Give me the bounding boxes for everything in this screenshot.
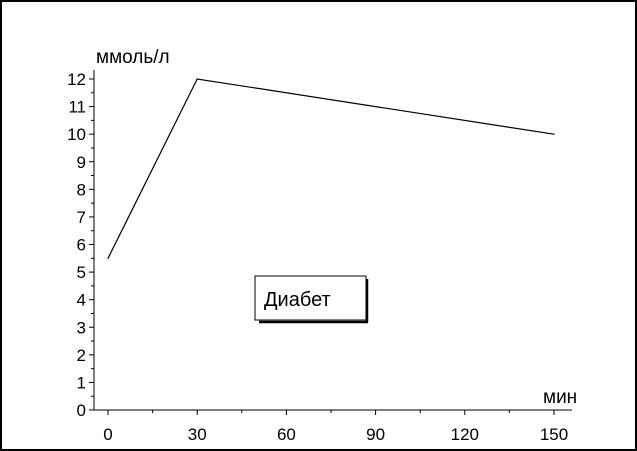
x-tick-label: 60 [277, 425, 296, 444]
y-tick-label: 5 [77, 263, 86, 282]
annotation-box: Диабет [254, 275, 369, 324]
x-tick-label: 150 [540, 425, 568, 444]
series [107, 78, 555, 259]
y-tick-label: 10 [67, 125, 86, 144]
x-axis-label: мин [543, 387, 577, 408]
y-tick-label: 9 [77, 153, 86, 172]
axes [93, 70, 572, 411]
data-point [196, 78, 198, 80]
y-tick-label: 0 [77, 401, 86, 420]
y-tick-label: 1 [77, 373, 86, 392]
x-tick-label: 0 [103, 425, 112, 444]
y-axis-label: ммоль/л [96, 47, 170, 68]
y-tick-label: 12 [67, 70, 86, 89]
y-tick-label: 3 [77, 318, 86, 337]
data-point [553, 133, 555, 135]
x-tick-label: 120 [451, 425, 479, 444]
y-tick-label: 8 [77, 180, 86, 199]
y-tick-label: 11 [68, 98, 86, 117]
x-tick-label: 30 [188, 425, 207, 444]
y-tick-label: 4 [77, 291, 86, 310]
annotation-text: Диабет [264, 289, 331, 311]
y-tick-label: 7 [77, 208, 86, 227]
x-tick-label: 90 [366, 425, 385, 444]
annotation-frame [254, 275, 367, 321]
y-tick-label: 6 [77, 236, 86, 255]
y-tick-label: 2 [77, 346, 86, 365]
data-point [107, 257, 109, 259]
